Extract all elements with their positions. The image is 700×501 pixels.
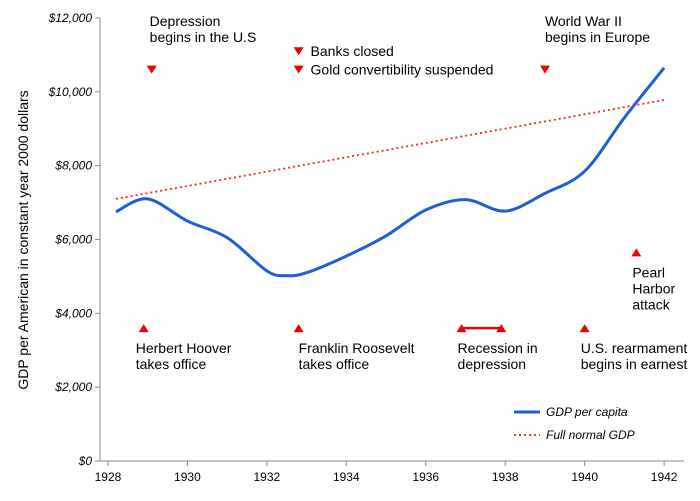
y-axis-label-group: GDP per American in constant year 2000 d… [15,90,31,389]
legend-label: GDP per capita [546,405,628,419]
annotation-banks-closed: Banks closed [293,43,394,59]
annotation-text: Gold convertibility suspended [311,62,494,78]
x-tick-label: 1942 [651,470,678,484]
series-layer [115,66,666,278]
x-tick-label: 1930 [174,470,201,484]
annotation-text: depression [458,356,527,372]
annotation-marker [579,324,590,333]
annotation-text: Banks closed [311,43,394,59]
x-tick-label: 1936 [412,470,439,484]
annotation-text: Harbor [632,280,675,296]
annotation-text: attack [632,296,670,312]
series-line-gdp-per-capita [115,66,666,278]
annotation-text: begins in earnest [581,356,688,372]
annotation-text: begins in Europe [545,29,650,45]
annotation-marker [293,47,304,56]
x-tick-label: 1934 [333,470,360,484]
annotation-marker [539,65,550,74]
annotation-text: begins in the U.S [150,29,257,45]
x-tick-label: 1932 [254,470,281,484]
annotation-text: Herbert Hoover [136,340,232,356]
y-axis-label: GDP per American in constant year 2000 d… [15,90,31,389]
y-tick-label: $12,000 [48,11,93,25]
x-tick-label: 1938 [492,470,519,484]
annotation-marker-start [456,324,467,333]
y-tick-label: $6,000 [54,233,92,247]
legend-label: Full normal GDP [546,428,635,442]
y-tick-label: $10,000 [48,85,93,99]
series-line-full-normal-gdp [115,99,665,200]
annotation-marker [138,324,149,333]
annotation-text: World War II [545,13,622,29]
y-tick-label: $0 [78,454,93,468]
annotation-marker [631,248,642,257]
annotation-text: U.S. rearmament [581,340,688,356]
annotation-marker [293,324,304,333]
annotation-marker-end [496,324,507,333]
y-tick-label: $2,000 [54,380,92,394]
annotation-text: Franklin Roosevelt [299,340,415,356]
annotation-text: takes office [299,356,370,372]
y-tick-label: $8,000 [54,159,92,173]
legend: GDP per capita Full normal GDP [514,405,635,442]
annotation-text: Depression [150,13,221,29]
x-tick-label: 1928 [95,470,122,484]
annotation-text: Pearl [632,264,665,280]
annotation-text: Recession in [458,340,538,356]
annotation-text: takes office [136,356,207,372]
x-tick-label: 1940 [571,470,598,484]
y-tick-label: $4,000 [54,306,92,320]
annotation-marker [146,65,157,74]
annotation-gold-suspended: Gold convertibility suspended [293,62,494,78]
axes: $0 $2,000 $4,000 $6,000 $8,000 $10,000 $12,000… [48,11,684,484]
annotation-marker [293,65,304,74]
